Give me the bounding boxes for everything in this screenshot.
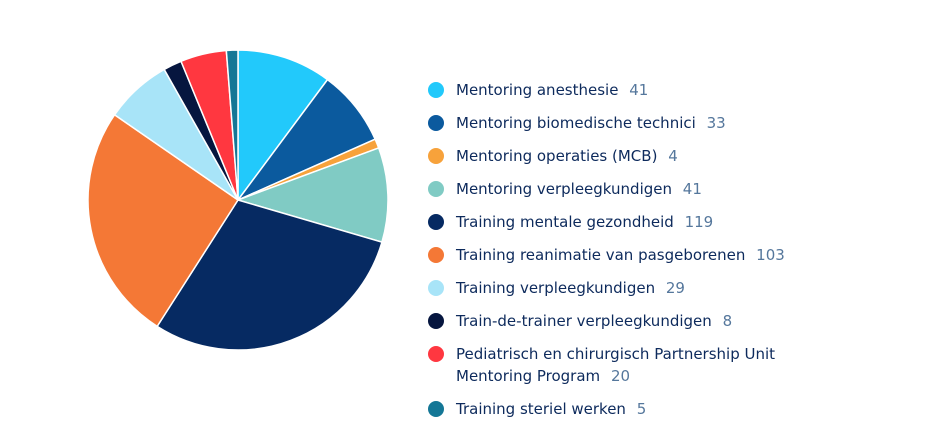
legend-label: Training steriel werken	[456, 400, 626, 418]
legend-value: 41	[682, 180, 702, 198]
legend-text: Mentoring biomedische technici 33	[456, 112, 816, 134]
legend-marker	[428, 346, 444, 362]
legend-label: Training reanimatie van pasgeborenen	[456, 246, 746, 264]
legend-text: Training reanimatie van pasgeborenen 103	[456, 244, 816, 266]
legend-label: Training mentale gezondheid	[456, 213, 674, 231]
legend-marker	[428, 247, 444, 263]
legend-item[interactable]: Training verpleegkundigen 29	[428, 277, 848, 299]
legend-item[interactable]: Pediatrisch en chirurgisch Partnership U…	[428, 343, 848, 387]
legend-marker	[428, 115, 444, 131]
legend-value: 41	[629, 81, 649, 99]
legend-marker	[428, 280, 444, 296]
legend-text: Pediatrisch en chirurgisch Partnership U…	[456, 343, 816, 387]
legend-marker	[428, 148, 444, 164]
legend-marker	[428, 181, 444, 197]
legend-item[interactable]: Mentoring biomedische technici 33	[428, 112, 848, 134]
legend-text: Training mentale gezondheid 119	[456, 211, 816, 233]
legend-marker	[428, 82, 444, 98]
legend-item[interactable]: Training mentale gezondheid 119	[428, 211, 848, 233]
legend-item[interactable]: Training steriel werken 5	[428, 398, 848, 420]
legend-text: Training steriel werken 5	[456, 398, 816, 420]
legend-text: Training verpleegkundigen 29	[456, 277, 816, 299]
legend-label: Mentoring verpleegkundigen	[456, 180, 672, 198]
legend-label: Train-de-trainer verpleegkundigen	[456, 312, 712, 330]
legend-value: 103	[756, 246, 785, 264]
legend-item[interactable]: Mentoring verpleegkundigen 41	[428, 178, 848, 200]
pie-slice-3[interactable]	[237, 147, 389, 243]
legend-text: Mentoring operaties (MCB) 4	[456, 145, 816, 167]
legend-text: Train-de-trainer verpleegkundigen 8	[456, 310, 816, 332]
legend-item[interactable]: Training reanimatie van pasgeborenen 103	[428, 244, 848, 266]
legend-marker	[428, 401, 444, 417]
legend-label: Training verpleegkundigen	[456, 279, 656, 297]
legend-label: Mentoring biomedische technici	[456, 114, 696, 132]
legend-item[interactable]: Mentoring operaties (MCB) 4	[428, 145, 848, 167]
legend-label: Mentoring operaties (MCB)	[456, 147, 658, 165]
legend-label: Mentoring anesthesie	[456, 81, 619, 99]
legend-value: 8	[722, 312, 733, 330]
pie-slice-0[interactable]	[237, 49, 329, 201]
legend-value: 5	[636, 400, 647, 418]
legend-item[interactable]: Train-de-trainer verpleegkundigen 8	[428, 310, 848, 332]
legend-value: 20	[610, 367, 631, 385]
legend-label: Pediatrisch en chirurgisch Partnership U…	[456, 345, 776, 385]
legend-marker	[428, 313, 444, 329]
legend-value: 29	[665, 279, 685, 297]
legend-value: 33	[706, 114, 726, 132]
pie-slice-4[interactable]	[156, 199, 383, 351]
pie-slice-9[interactable]	[225, 49, 239, 201]
pie-slice-5[interactable]	[87, 114, 239, 328]
legend-text: Mentoring verpleegkundigen 41	[456, 178, 816, 200]
legend-value: 4	[668, 147, 678, 165]
legend-marker	[428, 214, 444, 230]
legend-item[interactable]: Mentoring anesthesie 41	[428, 79, 848, 101]
legend-value: 119	[684, 213, 714, 231]
legend: Mentoring anesthesie 41 Mentoring biomed…	[428, 79, 848, 431]
legend-text: Mentoring anesthesie 41	[456, 79, 816, 101]
